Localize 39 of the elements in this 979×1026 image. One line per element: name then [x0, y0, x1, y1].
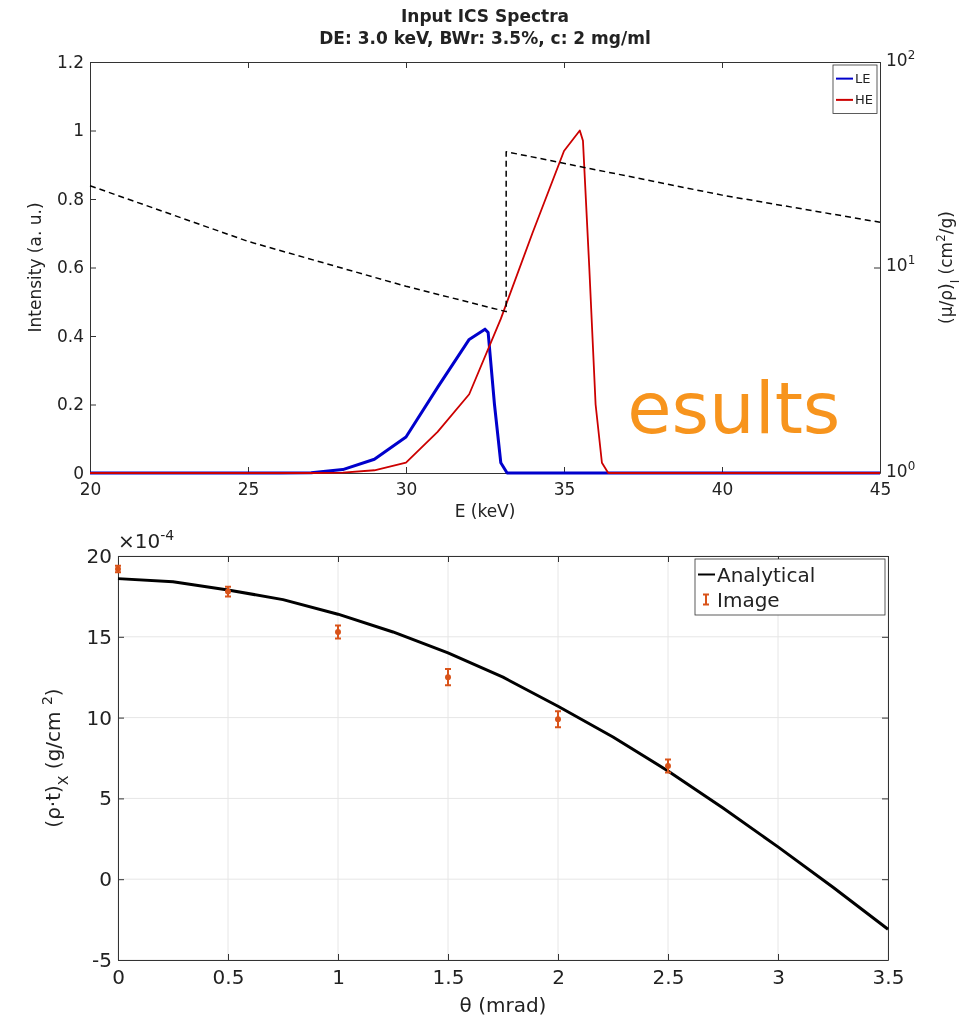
y2-tick-label: 10$^{2}$: [886, 47, 916, 70]
x-tick-label: 35: [553, 479, 576, 500]
x-tick-label: 30: [395, 479, 418, 500]
y-tick-label: 20: [86, 543, 112, 568]
y-tick-label: 1: [73, 120, 84, 141]
x-tick-label: 0.5: [212, 965, 245, 990]
x-tick-label: 40: [711, 479, 734, 500]
y-tick-label: 0.2: [56, 394, 84, 415]
chart-subtitle: DE: 3.0 keV, BWr: 3.5%, c: 2 mg/ml: [319, 28, 651, 48]
x-axis-title: E (keV): [454, 501, 516, 522]
y-tick-label: 0: [73, 462, 84, 483]
x-tick-label: 25: [237, 479, 260, 500]
y-tick-label: 5: [99, 786, 112, 811]
y2-tick-label: 10$^{1}$: [886, 253, 916, 276]
y-tick-label: 0.8: [56, 188, 84, 209]
legend-label: HE: [855, 92, 873, 108]
x-tick-label: 1: [332, 965, 345, 990]
y2-tick-label: 10$^{0}$: [886, 458, 916, 481]
x-tick-label: 1.5: [432, 965, 465, 990]
y-tick-label: 10: [86, 705, 112, 730]
x-tick-label: 2.5: [652, 965, 685, 990]
legend-label: Analytical: [717, 562, 816, 587]
chart-title: Input ICS Spectra: [400, 6, 570, 26]
y-tick-label: 0: [99, 867, 112, 892]
x-tick-label: 3: [772, 965, 785, 990]
y-tick-label: 0.6: [56, 257, 84, 278]
text: ×10$^{-4}$: [118, 527, 175, 553]
x-tick-label: 45: [869, 479, 892, 500]
x-tick-label: 3.5: [872, 965, 905, 990]
y-tick-label: 0.4: [56, 325, 84, 346]
x-axis-title: θ (mrad): [459, 993, 547, 1017]
y-axis-title: Intensity (a. u.): [24, 202, 45, 333]
x-tick-label: 2: [552, 965, 565, 990]
legend-label: LE: [855, 71, 871, 87]
y-tick-label: -5: [92, 947, 112, 972]
annotation: esults: [627, 366, 841, 450]
y-tick-label: 1.2: [56, 51, 84, 72]
y-tick-label: 15: [86, 624, 112, 649]
legend-label: Image: [717, 587, 780, 612]
